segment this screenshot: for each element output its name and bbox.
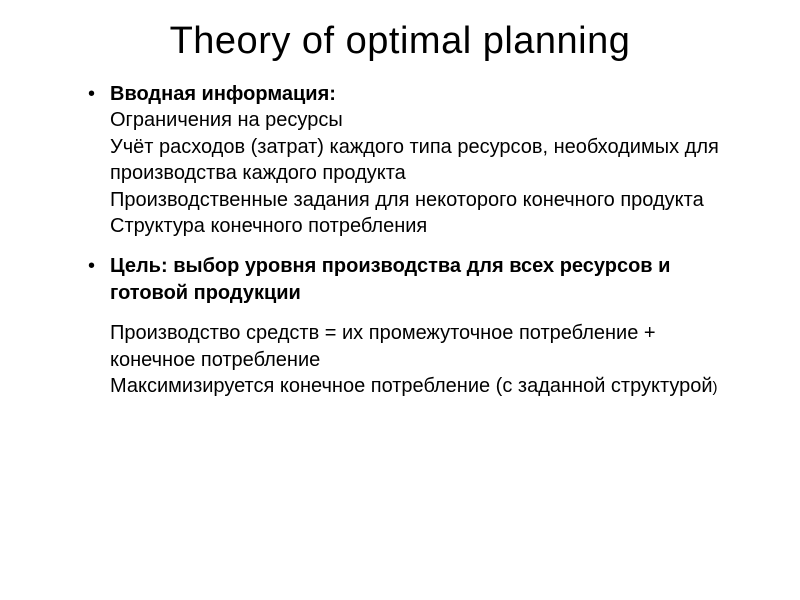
paragraph-block: Производство средств = их промежуточное … bbox=[110, 320, 730, 399]
paragraph-line: Максимизируется конечное потребление (с … bbox=[110, 375, 713, 397]
bullet-line: Ограничения на ресурсы bbox=[110, 109, 343, 131]
bullet-lead: Вводная информация: bbox=[110, 83, 336, 105]
slide-content: Вводная информация: Ограничения на ресур… bbox=[40, 81, 760, 399]
bullet-line: Учёт расходов (затрат) каждого типа ресу… bbox=[110, 136, 719, 184]
bullet-line: Структура конечного потребления bbox=[110, 215, 427, 237]
bullet-goal-text: Цель: выбор уровня производства для всех… bbox=[110, 255, 670, 303]
slide: Theory of optimal planning Вводная инфор… bbox=[0, 0, 800, 600]
closing-paren: ) bbox=[713, 379, 718, 396]
bullet-line: Производственные задания для некоторого … bbox=[110, 189, 704, 211]
bullet-item-intro: Вводная информация: Ограничения на ресур… bbox=[110, 81, 730, 239]
bullet-item-goal: Цель: выбор уровня производства для всех… bbox=[110, 253, 730, 306]
slide-title: Theory of optimal planning bbox=[40, 20, 760, 63]
paragraph-line: Производство средств = их промежуточное … bbox=[110, 322, 656, 370]
